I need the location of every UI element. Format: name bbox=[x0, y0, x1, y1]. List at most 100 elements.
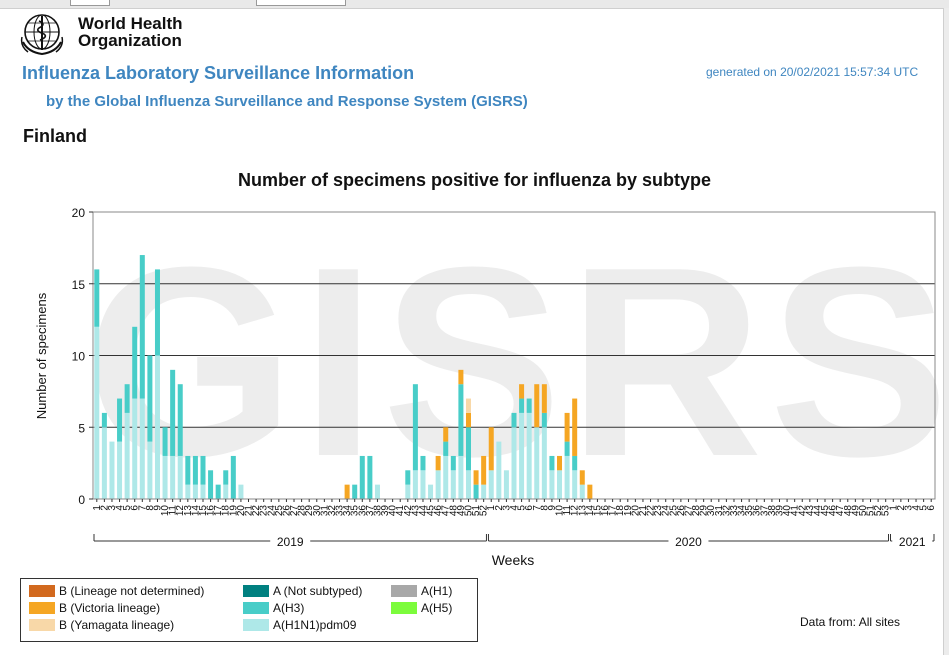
x-tick-label: 31 bbox=[319, 505, 330, 517]
bar-segment-a-h3- bbox=[223, 470, 229, 485]
legend-item: A(H1N1)pdm09 bbox=[243, 618, 356, 632]
x-tick-label: 42 bbox=[797, 505, 808, 517]
y-axis-label: Number of specimens bbox=[34, 292, 49, 419]
chart: GISRS 0510152012345678910111213141516171… bbox=[34, 206, 949, 568]
legend-swatch bbox=[29, 619, 55, 631]
x-tick-label: 9 bbox=[547, 505, 558, 511]
x-tick-label: 3 bbox=[903, 505, 914, 511]
bar-segment-b-victoria-lineage- bbox=[458, 369, 464, 385]
x-tick-label: 45 bbox=[426, 505, 437, 517]
bar-segment-b-victoria-lineage- bbox=[579, 470, 585, 485]
legend-label: A(H1) bbox=[421, 584, 453, 598]
toolbar-field[interactable] bbox=[70, 0, 110, 6]
bar-segment-a-h3- bbox=[101, 412, 107, 428]
x-tick-label: 27 bbox=[683, 505, 694, 517]
bar-segment-a-h3- bbox=[473, 484, 479, 499]
bar-segment-a-h1n1-pdm09 bbox=[139, 398, 145, 499]
bar-segment-a-h1n1-pdm09 bbox=[549, 470, 555, 499]
x-tick-label: 30 bbox=[312, 505, 323, 517]
x-tick-label: 22 bbox=[251, 505, 262, 517]
x-tick-label: 5 bbox=[122, 505, 133, 511]
x-tick-label: 21 bbox=[638, 505, 649, 517]
bar-segment-a-h3- bbox=[458, 384, 464, 456]
bar-segment-a-h1n1-pdm09 bbox=[488, 470, 494, 499]
legend-label: B (Lineage not determined) bbox=[59, 584, 205, 598]
x-tick-label: 2 bbox=[494, 505, 505, 511]
bar-segment-a-h1n1-pdm09 bbox=[541, 427, 547, 499]
x-tick-label: 2 bbox=[99, 505, 110, 511]
x-tick-label: 21 bbox=[244, 505, 255, 517]
bar-segment-b-victoria-lineage- bbox=[519, 384, 525, 399]
x-tick-label: 26 bbox=[281, 505, 292, 517]
x-tick-label: 23 bbox=[259, 505, 270, 517]
bar-segment-a-h3- bbox=[139, 255, 145, 399]
x-tick-label: 52 bbox=[873, 505, 884, 517]
bar-segment-a-h1n1-pdm09 bbox=[481, 484, 487, 499]
bar-segment-a-h3- bbox=[94, 269, 100, 327]
bar-segment-a-h1n1-pdm09 bbox=[177, 455, 183, 499]
x-tick-label: 40 bbox=[388, 505, 399, 517]
x-tick-label: 5 bbox=[919, 505, 930, 511]
bar-segment-a-h1n1-pdm09 bbox=[450, 470, 456, 499]
x-tick-label: 32 bbox=[721, 505, 732, 517]
bar-segment-a-h3- bbox=[564, 441, 570, 456]
x-tick-label: 38 bbox=[372, 505, 383, 517]
bar-segment-a-h3- bbox=[541, 412, 547, 428]
bar-segment-a-h1n1-pdm09 bbox=[564, 455, 570, 499]
x-tick-label: 29 bbox=[304, 505, 315, 517]
x-tick-label: 26 bbox=[676, 505, 687, 517]
legend-label: B (Yamagata lineage) bbox=[59, 618, 175, 632]
x-tick-label: 28 bbox=[297, 505, 308, 517]
x-tick-label: 10 bbox=[555, 505, 566, 517]
x-tick-label: 49 bbox=[456, 505, 467, 517]
bar-segment-a-h3- bbox=[208, 470, 214, 499]
bar-segment-b-victoria-lineage- bbox=[473, 470, 479, 485]
x-tick-label: 48 bbox=[448, 505, 459, 517]
x-tick-label: 8 bbox=[539, 505, 550, 511]
x-tick-label: 46 bbox=[828, 505, 839, 517]
legend-swatch bbox=[243, 602, 269, 614]
x-tick-label: 50 bbox=[858, 505, 869, 517]
legend-item: A(H5) bbox=[391, 601, 452, 615]
x-tick-label: 51 bbox=[866, 505, 877, 517]
bar-segment-a-h1n1-pdm09 bbox=[458, 455, 464, 499]
x-tick-label: 44 bbox=[418, 505, 429, 517]
bar-segment-a-h1n1-pdm09 bbox=[223, 484, 229, 499]
bar-segment-a-h3- bbox=[443, 441, 449, 456]
x-tick-label: 42 bbox=[403, 505, 414, 517]
x-tick-label: 3 bbox=[107, 505, 118, 511]
x-tick-label: 1 bbox=[486, 505, 497, 511]
x-tick-label: 23 bbox=[653, 505, 664, 517]
x-tick-label: 46 bbox=[433, 505, 444, 517]
bar-segment-a-h1n1-pdm09 bbox=[435, 470, 441, 499]
bar-segment-a-h1n1-pdm09 bbox=[117, 441, 123, 499]
bar-segment-a-h1n1-pdm09 bbox=[374, 484, 380, 499]
org-name-line2: Organization bbox=[78, 31, 182, 50]
browser-toolbar bbox=[0, 0, 949, 9]
legend-label: B (Victoria lineage) bbox=[59, 601, 161, 615]
bar-segment-a-h3- bbox=[154, 269, 160, 356]
x-tick-label: 2 bbox=[896, 505, 907, 511]
window-frame bbox=[943, 8, 949, 655]
bar-segment-a-h1n1-pdm09 bbox=[465, 470, 471, 499]
bar-segment-a-h3- bbox=[147, 355, 153, 442]
year-label: 2021 bbox=[899, 535, 926, 549]
legend-item: B (Lineage not determined) bbox=[29, 584, 204, 598]
x-tick-label: 6 bbox=[926, 505, 937, 511]
x-tick-label: 12 bbox=[570, 505, 581, 517]
x-tick-label: 36 bbox=[357, 505, 368, 517]
x-tick-label: 33 bbox=[335, 505, 346, 517]
bar-segment-a-h1n1-pdm09 bbox=[412, 470, 418, 499]
x-tick-label: 15 bbox=[198, 505, 209, 517]
y-tick-label: 10 bbox=[72, 350, 86, 364]
x-tick-label: 49 bbox=[850, 505, 861, 517]
y-tick-label: 20 bbox=[72, 206, 86, 220]
bar-segment-b-victoria-lineage- bbox=[572, 398, 578, 456]
x-tick-label: 35 bbox=[744, 505, 755, 517]
bar-segment-a-h3- bbox=[412, 384, 418, 471]
x-tick-label: 28 bbox=[691, 505, 702, 517]
bar-segment-a-h3- bbox=[185, 455, 191, 485]
bar-segment-a-h3- bbox=[230, 455, 236, 499]
x-tick-label: 51 bbox=[471, 505, 482, 517]
toolbar-field[interactable] bbox=[256, 0, 346, 6]
